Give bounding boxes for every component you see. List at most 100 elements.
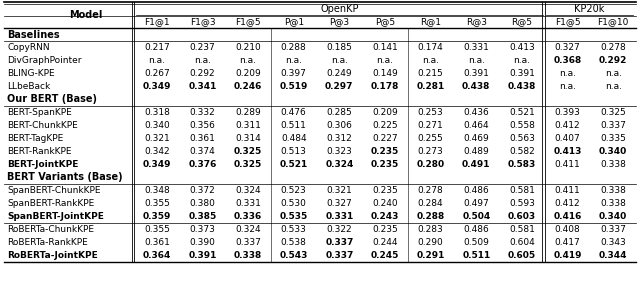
Text: 0.338: 0.338 <box>600 186 626 195</box>
Text: 0.348: 0.348 <box>144 186 170 195</box>
Text: 0.593: 0.593 <box>509 199 535 208</box>
Text: 0.340: 0.340 <box>599 147 627 156</box>
Text: 0.393: 0.393 <box>555 108 580 117</box>
Text: 0.535: 0.535 <box>280 212 308 221</box>
Text: 0.385: 0.385 <box>188 212 216 221</box>
Text: SpanBERT-RankKPE: SpanBERT-RankKPE <box>7 199 94 208</box>
Text: 0.312: 0.312 <box>326 134 352 143</box>
Text: 0.141: 0.141 <box>372 43 398 52</box>
Text: 0.464: 0.464 <box>463 121 489 130</box>
Text: 0.521: 0.521 <box>509 108 535 117</box>
Text: 0.318: 0.318 <box>144 108 170 117</box>
Text: CopyRNN: CopyRNN <box>7 43 50 52</box>
Text: 0.523: 0.523 <box>281 186 307 195</box>
Text: 0.227: 0.227 <box>372 134 398 143</box>
Text: SpanBERT-JointKPE: SpanBERT-JointKPE <box>7 212 104 221</box>
Text: 0.344: 0.344 <box>599 251 627 260</box>
Text: 0.209: 0.209 <box>236 69 261 78</box>
Text: 0.281: 0.281 <box>417 82 445 91</box>
Text: 0.342: 0.342 <box>144 147 170 156</box>
Text: BERT-JointKPE: BERT-JointKPE <box>7 160 78 169</box>
Text: 0.325: 0.325 <box>234 160 262 169</box>
Text: 0.469: 0.469 <box>463 134 489 143</box>
Text: 0.288: 0.288 <box>281 43 307 52</box>
Text: 0.349: 0.349 <box>143 160 171 169</box>
Text: n.a.: n.a. <box>422 56 439 65</box>
Text: P@1: P@1 <box>284 17 304 27</box>
Text: 0.413: 0.413 <box>509 43 535 52</box>
Text: 0.533: 0.533 <box>281 225 307 234</box>
Text: 0.278: 0.278 <box>418 186 444 195</box>
Text: n.a.: n.a. <box>331 56 348 65</box>
Text: 0.356: 0.356 <box>189 121 216 130</box>
Text: 0.349: 0.349 <box>143 82 171 91</box>
Text: n.a.: n.a. <box>605 69 621 78</box>
Text: 0.380: 0.380 <box>189 199 216 208</box>
Text: 0.436: 0.436 <box>463 108 489 117</box>
Text: 0.391: 0.391 <box>188 251 217 260</box>
Text: 0.243: 0.243 <box>371 212 399 221</box>
Text: 0.297: 0.297 <box>325 82 354 91</box>
Text: 0.412: 0.412 <box>555 121 580 130</box>
Text: F1@1: F1@1 <box>144 17 170 27</box>
Text: 0.497: 0.497 <box>463 199 489 208</box>
Text: n.a.: n.a. <box>559 69 576 78</box>
Text: 0.412: 0.412 <box>555 199 580 208</box>
Text: 0.337: 0.337 <box>600 121 626 130</box>
Text: 0.438: 0.438 <box>462 82 490 91</box>
Text: 0.538: 0.538 <box>281 238 307 247</box>
Text: 0.373: 0.373 <box>189 225 216 234</box>
Text: RoBERTa-JointKPE: RoBERTa-JointKPE <box>7 251 98 260</box>
Text: 0.331: 0.331 <box>463 43 489 52</box>
Text: 0.292: 0.292 <box>189 69 215 78</box>
Text: 0.521: 0.521 <box>280 160 308 169</box>
Text: 0.185: 0.185 <box>326 43 352 52</box>
Text: 0.285: 0.285 <box>326 108 352 117</box>
Text: Our BERT (Base): Our BERT (Base) <box>7 94 97 104</box>
Text: 0.355: 0.355 <box>144 199 170 208</box>
Text: 0.413: 0.413 <box>554 147 582 156</box>
Text: n.a.: n.a. <box>605 82 621 91</box>
Text: 0.327: 0.327 <box>326 199 352 208</box>
Text: 0.355: 0.355 <box>144 225 170 234</box>
Text: 0.178: 0.178 <box>371 82 399 91</box>
Text: 0.563: 0.563 <box>509 134 535 143</box>
Text: 0.341: 0.341 <box>188 82 217 91</box>
Text: 0.311: 0.311 <box>235 121 261 130</box>
Text: 0.217: 0.217 <box>144 43 170 52</box>
Text: 0.237: 0.237 <box>189 43 215 52</box>
Text: 0.511: 0.511 <box>281 121 307 130</box>
Text: 0.235: 0.235 <box>371 160 399 169</box>
Text: 0.271: 0.271 <box>418 121 444 130</box>
Text: 0.288: 0.288 <box>417 212 445 221</box>
Text: P@5: P@5 <box>375 17 395 27</box>
Text: 0.235: 0.235 <box>372 225 398 234</box>
Text: 0.583: 0.583 <box>508 160 536 169</box>
Text: 0.290: 0.290 <box>418 238 444 247</box>
Text: 0.340: 0.340 <box>599 212 627 221</box>
Text: BERT-SpanKPE: BERT-SpanKPE <box>7 108 72 117</box>
Text: 0.278: 0.278 <box>600 43 626 52</box>
Text: R@5: R@5 <box>511 17 532 27</box>
Text: 0.273: 0.273 <box>418 147 444 156</box>
Text: 0.321: 0.321 <box>144 134 170 143</box>
Text: 0.416: 0.416 <box>554 212 582 221</box>
Text: n.a.: n.a. <box>376 56 394 65</box>
Text: 0.267: 0.267 <box>144 69 170 78</box>
Text: 0.419: 0.419 <box>554 251 582 260</box>
Text: 0.411: 0.411 <box>555 160 580 169</box>
Text: 0.486: 0.486 <box>463 225 489 234</box>
Text: 0.337: 0.337 <box>325 238 353 247</box>
Text: 0.407: 0.407 <box>555 134 580 143</box>
Text: 0.397: 0.397 <box>281 69 307 78</box>
Text: 0.149: 0.149 <box>372 69 398 78</box>
Text: 0.337: 0.337 <box>235 238 261 247</box>
Text: Baselines: Baselines <box>7 30 60 40</box>
Text: RoBERTa-RankKPE: RoBERTa-RankKPE <box>7 238 88 247</box>
Text: 0.484: 0.484 <box>281 134 307 143</box>
Text: n.a.: n.a. <box>148 56 165 65</box>
Text: 0.244: 0.244 <box>372 238 397 247</box>
Text: 0.513: 0.513 <box>281 147 307 156</box>
Text: BERT-RankKPE: BERT-RankKPE <box>7 147 72 156</box>
Text: 0.558: 0.558 <box>509 121 535 130</box>
